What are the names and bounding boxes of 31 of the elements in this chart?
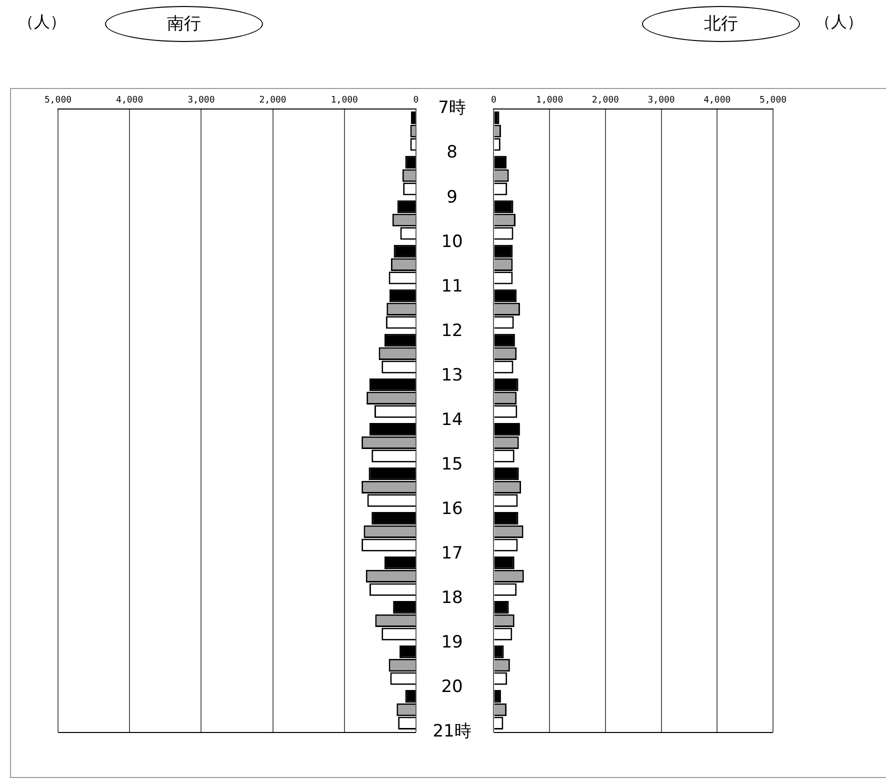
x-tick-label: 0 [491, 96, 496, 106]
y-tick-label: 20 [441, 676, 463, 697]
x-tick-label: 4,000 [116, 96, 144, 106]
x-tick-label: 0 [413, 96, 419, 106]
y-tick-label: 16 [441, 498, 463, 519]
x-axis-title: （人） [815, 12, 863, 33]
chart-title: 南行 [105, 6, 263, 42]
x-tick-label: 4,000 [704, 96, 731, 106]
x-tick-label: 1,000 [536, 96, 564, 106]
y-tick-label: 21時 [432, 721, 472, 742]
x-tick-label: 2,000 [259, 96, 286, 106]
y-tick-label: 8 [446, 142, 458, 163]
x-tick-label: 3,000 [648, 96, 675, 106]
y-tick-label: 19 [441, 632, 463, 652]
chart-title: 北行 [642, 6, 800, 42]
x-axis-title: （人） [18, 12, 66, 33]
y-tick-label: 7時 [438, 98, 466, 118]
y-tick-label: 12 [441, 320, 463, 341]
y-tick-label: 18 [441, 588, 463, 608]
x-tick-label: 1,000 [330, 96, 358, 106]
y-tick-label: 13 [441, 365, 463, 386]
y-tick-label: 9 [446, 187, 458, 208]
y-tick-label: 15 [441, 454, 463, 474]
x-tick-label: 3,000 [188, 96, 215, 106]
y-tick-label: 10 [441, 232, 463, 252]
y-tick-label: 11 [441, 276, 463, 296]
x-tick-label: 5,000 [44, 96, 72, 106]
x-tick-label: 5,000 [759, 96, 787, 106]
y-tick-label: 14 [441, 410, 463, 430]
y-tick-label: 17 [441, 543, 463, 564]
x-tick-label: 2,000 [592, 96, 619, 106]
